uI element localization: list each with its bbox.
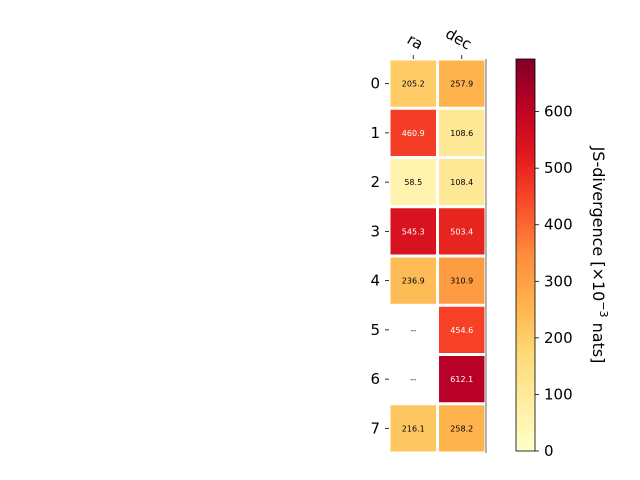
heatmap-cell [390,405,436,452]
y-tick-label: 0 [370,75,380,93]
cell-value-label: -- [410,326,416,335]
colorbar-label-end: nats] [589,318,608,364]
heatmap-cell [390,109,436,156]
cell-value-label: 612.1 [450,375,473,384]
heatmap-cell [390,159,436,206]
colorbar-tick-label: 400 [544,216,573,234]
heatmap-cell [390,257,436,304]
y-tick-label: 1 [370,124,380,142]
y-tick-label: 7 [370,419,380,437]
colorbar-label: JS-divergence [×10−3 nats] [589,146,610,364]
y-axis-ticks: 0 1 2 3 4 5 6 7 [370,75,389,437]
heatmap-cell [439,208,485,255]
cell-value-label: 258.2 [450,424,473,433]
y-tick-label: 5 [370,321,380,339]
cell-value-label: 108.6 [450,129,473,138]
cell-value-label: 205.2 [402,80,425,89]
cell-value-label: 236.9 [402,277,425,286]
heatmap-cell [439,159,485,206]
x-tick-label: dec [442,24,474,53]
y-tick-label: 2 [370,173,380,191]
cell-value-label: 310.9 [450,277,473,286]
cell-value-label: 545.3 [402,227,425,236]
colorbar [515,58,536,452]
cell-value-label: 257.9 [450,80,473,89]
heatmap-cell [439,356,485,403]
cell-value-label: 460.9 [402,129,425,138]
y-tick-label: 3 [370,222,380,240]
colorbar-ticks: 0 100 200 300 400 500 600 [535,103,573,460]
heatmap-cells: 205.2 257.9 460.9 108.6 58.5 108.4 545.3 503.4 2… [390,60,485,452]
cell-value-label: 503.4 [450,227,473,236]
cell-value-label: -- [410,375,416,384]
heatmap-cell [439,60,485,107]
heatmap-cell [390,356,436,403]
colorbar-tick-label: 200 [544,329,573,347]
colorbar-tick-label: 600 [544,103,573,121]
colorbar-label-main: JS-divergence [×10 [589,146,608,302]
cell-value-label: 58.5 [404,178,422,187]
colorbar-tick-label: 0 [544,442,554,460]
colorbar-label-exponent: −3 [597,301,610,317]
colorbar-tick-label: 300 [544,272,573,290]
y-tick-label: 4 [370,272,380,290]
cell-value-label: 108.4 [450,178,473,187]
heatmap-cell [390,306,436,353]
y-tick-label: 6 [370,370,380,388]
colorbar-tick-label: 100 [544,385,573,403]
heatmap-cell [390,60,436,107]
heatmap-cell [439,109,485,156]
heatmap-cell [439,405,485,452]
cell-value-label: 216.1 [402,424,425,433]
x-axis-ticks: ra dec [404,24,475,59]
x-tick-label: ra [404,30,426,53]
heatmap-cell [439,257,485,304]
colorbar-tick-label: 500 [544,159,573,177]
heatmap-cell [439,306,485,353]
heatmap-cell [390,208,436,255]
cell-value-label: 454.6 [450,326,473,335]
